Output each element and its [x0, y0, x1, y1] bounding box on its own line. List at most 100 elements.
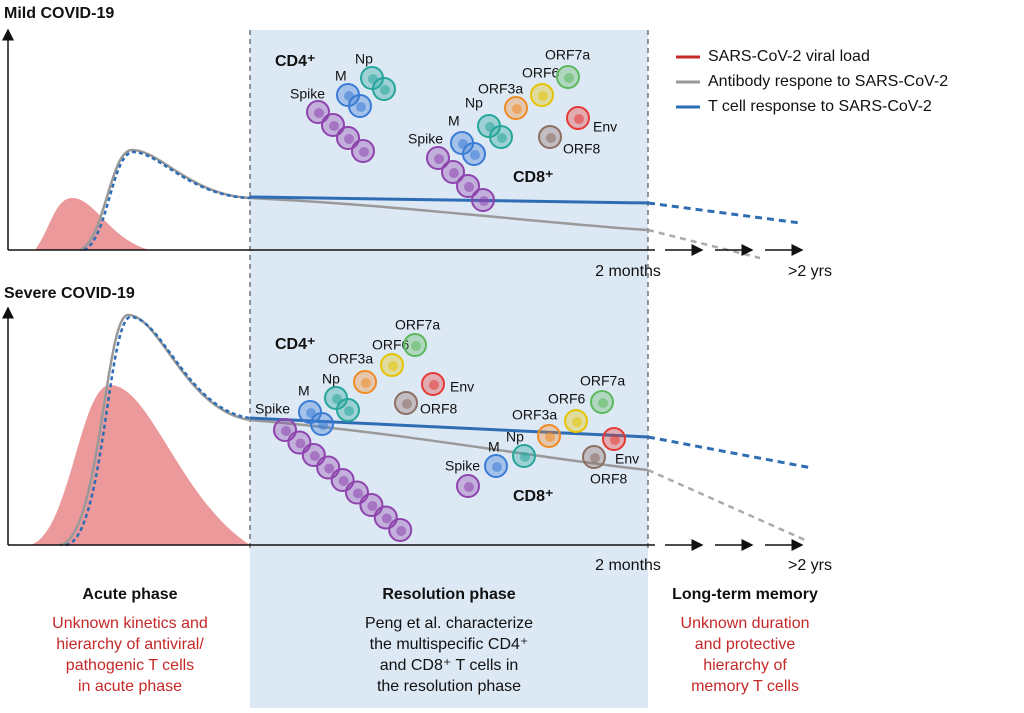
- nucleus: [470, 150, 480, 160]
- nucleus: [464, 482, 474, 492]
- phase-title: Resolution phase: [382, 586, 515, 603]
- antibody-curve: [59, 313, 649, 547]
- group-label: CD8⁺: [513, 488, 553, 505]
- nucleus: [464, 182, 474, 192]
- phase-text: the multispecific CD4⁺: [370, 636, 529, 653]
- nucleus: [332, 394, 342, 404]
- nucleus: [367, 501, 378, 511]
- phase-text: in acute phase: [78, 678, 182, 695]
- phase-text: hierarchy of antiviral/: [56, 636, 204, 653]
- time-label: >2 yrs: [788, 263, 832, 280]
- nucleus: [361, 378, 371, 388]
- antigen-label: Spike: [255, 401, 290, 417]
- phase-text: Unknown kinetics and: [52, 615, 208, 632]
- phase-text: hierarchy of: [703, 657, 787, 674]
- legend-label: T cell response to SARS-CoV-2: [708, 98, 932, 115]
- phase-text: memory T cells: [691, 678, 799, 695]
- panel-title: Mild COVID-19: [4, 5, 114, 22]
- nucleus: [338, 476, 349, 486]
- antigen-label: Env: [450, 379, 474, 395]
- antigen-label: ORF6: [372, 337, 410, 353]
- tcell-projection: [647, 201, 801, 225]
- nucleus: [314, 108, 324, 118]
- nucleus: [353, 488, 363, 499]
- nucleus: [344, 91, 354, 101]
- viral-load: [30, 385, 250, 545]
- nucleus: [512, 104, 522, 114]
- antigen-label: ORF3a: [478, 81, 523, 97]
- nucleus: [485, 122, 495, 132]
- nucleus: [344, 134, 354, 144]
- antigen-label: M: [335, 68, 347, 84]
- nucleus: [546, 133, 556, 143]
- group-label: CD4⁺: [275, 336, 315, 353]
- nucleus: [381, 513, 392, 524]
- nucleus: [434, 154, 444, 164]
- antigen-label: ORF8: [590, 471, 628, 487]
- antigen-label: M: [448, 113, 460, 129]
- time-label: 2 months: [595, 263, 661, 280]
- antigen-label: Np: [322, 371, 340, 387]
- nucleus: [572, 417, 582, 427]
- antigen-label: M: [488, 439, 500, 455]
- nucleus: [318, 420, 328, 430]
- nucleus: [458, 139, 468, 149]
- nucleus: [574, 114, 584, 124]
- antibody-projection: [647, 468, 806, 542]
- nucleus: [492, 462, 502, 472]
- nucleus: [538, 91, 548, 101]
- phase-text: Unknown duration: [681, 615, 810, 632]
- antigen-label: Spike: [408, 131, 443, 147]
- nucleus: [329, 121, 339, 131]
- phase-text: the resolution phase: [377, 678, 521, 695]
- antigen-label: Spike: [445, 458, 480, 474]
- antibody-projection: [647, 228, 761, 260]
- nucleus: [610, 435, 620, 445]
- antigen-label: Env: [615, 451, 639, 467]
- tcell-line: [249, 195, 649, 205]
- nucleus: [359, 147, 369, 157]
- nucleus: [545, 432, 555, 442]
- viral-load: [35, 198, 150, 250]
- antigen-label: ORF8: [420, 401, 458, 417]
- nucleus: [429, 380, 439, 390]
- panel-title: Severe COVID-19: [4, 285, 135, 302]
- antigen-label: ORF7a: [580, 373, 625, 389]
- antigen-label: ORF6: [522, 65, 560, 81]
- nucleus: [344, 406, 354, 416]
- nucleus: [368, 74, 378, 84]
- antigen-label: ORF8: [563, 141, 601, 157]
- antigen-label: ORF7a: [545, 47, 590, 63]
- phase-text: and CD8⁺ T cells in: [380, 657, 519, 674]
- nucleus: [324, 463, 335, 474]
- phase-text: pathogenic T cells: [66, 657, 194, 674]
- tcell-curve: [83, 150, 251, 252]
- nucleus: [396, 526, 407, 536]
- legend-label: Antibody respone to SARS-CoV-2: [708, 73, 948, 90]
- tcell-curve: [65, 315, 251, 547]
- nucleus: [564, 73, 574, 83]
- antigen-label: ORF7a: [395, 317, 440, 333]
- nucleus: [295, 438, 306, 449]
- antigen-label: ORF3a: [328, 351, 373, 367]
- phases: Acute phase Unknown kinetics and hierarchy…: [52, 586, 818, 695]
- antigen-label: ORF3a: [512, 407, 557, 423]
- nucleus: [306, 408, 316, 418]
- nucleus: [479, 196, 489, 206]
- phase-title: Long-term memory: [672, 586, 818, 603]
- nucleus: [411, 341, 421, 351]
- phase-text: Peng et al. characterize: [365, 615, 533, 632]
- time-label: 2 months: [595, 557, 661, 574]
- antigen-label: Env: [593, 119, 617, 135]
- phase-title: Acute phase: [82, 586, 177, 603]
- antigen-label: M: [298, 383, 310, 399]
- nucleus: [356, 102, 366, 112]
- nucleus: [402, 399, 412, 409]
- phase-text: and protective: [695, 636, 796, 653]
- antigen-label: ORF6: [548, 391, 586, 407]
- antigen-label: Spike: [290, 86, 325, 102]
- resolution-band: [250, 30, 648, 708]
- group-label: CD4⁺: [275, 53, 315, 70]
- cells: CD4⁺SpikeMNpCD8⁺SpikeMNpORF3aORF6ORF7aEn…: [255, 47, 639, 542]
